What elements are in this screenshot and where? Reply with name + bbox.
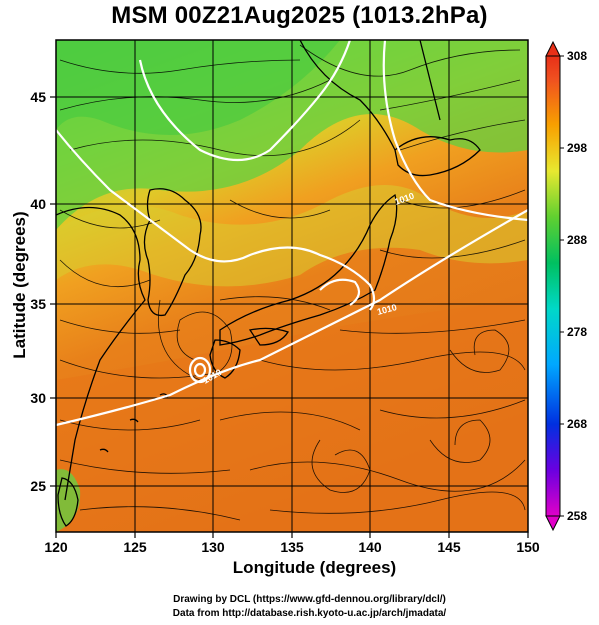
colorbar-tick-label: 298	[567, 141, 587, 155]
credit-data-source: Data from http://database.rish.kyoto-u.a…	[172, 608, 447, 619]
x-tick-label: 135	[280, 539, 304, 555]
colorbar-max-arrow	[545, 40, 561, 57]
colorbar-tick-label: 268	[567, 417, 587, 431]
colorbar: 308 298 288 278 268 258	[545, 40, 587, 532]
isobars	[55, 39, 529, 427]
y-tick-label: 45	[30, 89, 46, 105]
axis-ticks	[50, 96, 529, 538]
colorbar-tick-label: 308	[567, 49, 587, 63]
y-tick-labels: 45 40 35 30 25	[30, 89, 46, 494]
colorbar-tick-label: 258	[567, 509, 587, 523]
y-tick-label: 40	[30, 196, 46, 212]
x-tick-label: 120	[44, 539, 68, 555]
colorbar-tick-label: 288	[567, 233, 587, 247]
y-tick-label: 30	[30, 390, 46, 406]
colorbar-min-arrow	[545, 515, 561, 532]
credit-dcl: Drawing by DCL (https://www.gfd-dennou.o…	[173, 594, 446, 605]
coastlines	[55, 39, 481, 527]
x-tick-label: 125	[123, 539, 147, 555]
chart-title: MSM 00Z21Aug2025 (1013.2hPa)	[111, 2, 488, 29]
wind-streamlines	[59, 44, 526, 521]
x-tick-label: 150	[516, 539, 540, 555]
y-tick-label: 35	[30, 296, 46, 312]
colorbar-tick-label: 278	[567, 325, 587, 339]
x-tick-labels: 120 125 130 135 140 145 150	[44, 539, 540, 555]
x-tick-label: 130	[201, 539, 225, 555]
x-axis-label: Longitude (degrees)	[232, 558, 397, 577]
y-tick-label: 25	[30, 478, 46, 494]
x-tick-label: 140	[358, 539, 382, 555]
x-tick-label: 145	[437, 539, 461, 555]
